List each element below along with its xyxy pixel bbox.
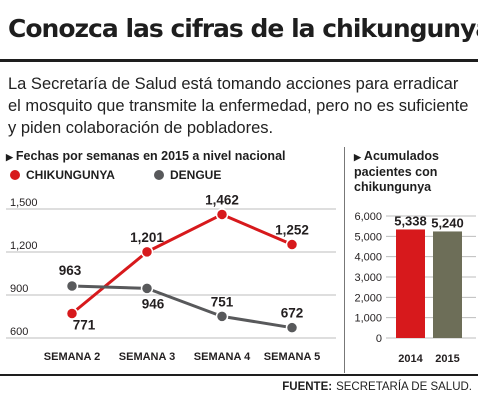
chikungunya-data-label: 1,201 [130,230,164,245]
chikungunya-point [65,307,79,320]
triangle-icon: ▶ [354,152,361,162]
chikungunya-point [285,238,299,251]
y-tick-label: 600 [10,326,28,338]
bar-chart-title: Acumulados pacientes con chikungunya [354,149,439,194]
chikungunya-point [140,245,154,259]
source-text: SECRETARÍA DE SALUD. [336,381,472,393]
line-chart-title: Fechas por semanas en 2015 a nivel nacio… [15,149,286,163]
bar-data-label: 5,240 [431,215,464,230]
y-tick-label: 1,000 [354,313,382,325]
x-tick-label: 2014 [398,353,423,365]
dengue-point [215,310,229,323]
source-note: FUENTE: SECRETARÍA DE SALUD. [282,381,472,393]
dengue-data-label: 672 [281,306,304,321]
panel-divider [344,147,345,373]
legend-chikungunya-dot [10,170,20,180]
title-divider [0,59,478,62]
y-tick-label: 1,500 [10,197,38,209]
chikungunya-data-label: 771 [73,317,96,332]
page-title: Conozca las cifras de la chikungunya [8,14,478,43]
triangle-icon: ▶ [6,152,13,162]
legend-chikungunya: CHIKUNGUNYA [10,168,115,182]
bar-2015 [433,231,462,338]
y-tick-label: 3,000 [354,272,382,284]
bar-chart: 0 1,000 2,000 3,000 4,000 5,000 6,000 5,338 2014… [354,211,476,365]
dengue-point [140,282,154,295]
x-tick-label: SEMANA 4 [194,351,251,363]
bar-data-label: 5,338 [394,213,427,228]
dengue-point [65,279,79,293]
source-label: FUENTE: [282,381,333,393]
y-tick-label: 2,000 [354,292,382,304]
y-tick-label: 4,000 [354,252,382,264]
bar-chart-heading: ▶ Acumulados pacientes con chikungunya [354,149,472,195]
subtitle: La Secretaría de Salud está tomando acci… [8,75,469,137]
y-tick-label: 5,000 [354,231,382,243]
dengue-data-label: 751 [211,294,234,309]
line-chart: 600 900 1,200 1,500 SEMANA 2 SEMANA 3 SEMANA 4… [6,192,336,363]
x-tick-label: 2015 [435,353,459,365]
dengue-point [285,321,299,334]
y-tick-label: 900 [10,283,28,295]
chikungunya-line [71,212,293,315]
bottom-divider [0,374,478,376]
y-tick-label: 0 [376,333,382,345]
x-tick-label: SEMANA 5 [264,351,320,363]
y-tick-label: 6,000 [354,211,382,223]
dengue-data-label: 963 [59,263,82,278]
dengue-data-label: 946 [142,296,165,311]
line-chart-heading: ▶ Fechas por semanas en 2015 a nivel naci… [6,149,286,165]
chikungunya-data-label: 1,252 [275,223,309,238]
legend-dengue: DENGUE [154,168,221,182]
chikungunya-point [215,208,229,221]
legend-dengue-label: DENGUE [170,168,222,182]
chikungunya-data-label: 1,462 [205,192,239,207]
legend-chikungunya-label: CHIKUNGUNYA [26,168,115,182]
x-tick-label: SEMANA 2 [44,351,100,363]
dengue-line [71,284,293,330]
y-tick-label: 1,200 [10,240,38,252]
bar-2014 [396,229,425,338]
legend-dengue-dot [154,170,164,180]
x-tick-label: SEMANA 3 [119,351,175,363]
